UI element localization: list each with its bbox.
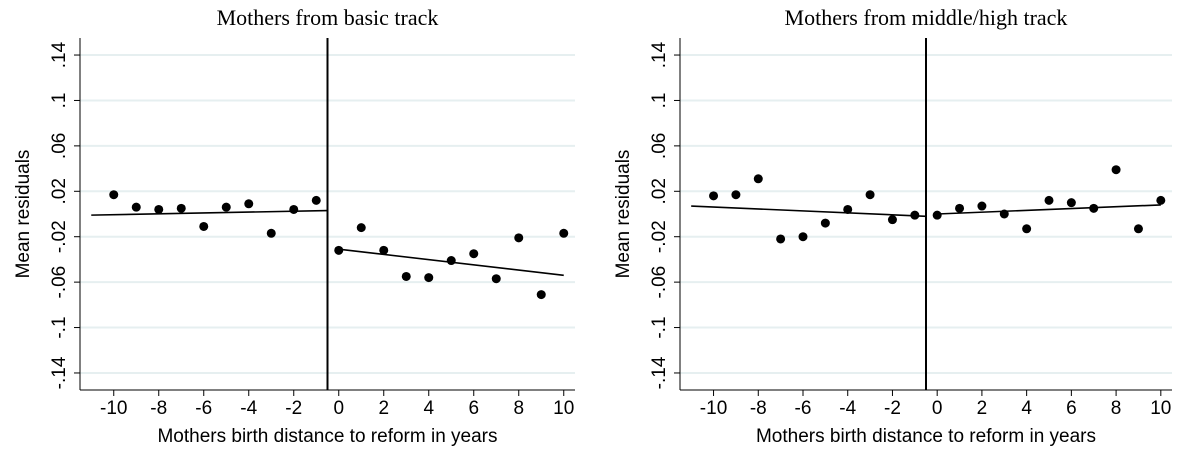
point	[131, 202, 141, 212]
point	[865, 190, 875, 200]
x-axis-label: Mothers birth distance to reform in year…	[157, 426, 497, 447]
x-tick-label: 6	[468, 398, 479, 419]
y-axis-label: Mean residuals	[13, 150, 34, 279]
point	[266, 228, 276, 238]
fit-line	[91, 209, 328, 216]
y-tick-label: -.06	[649, 266, 670, 299]
point	[731, 190, 741, 200]
point	[154, 204, 164, 214]
y-tick-label: -.14	[49, 356, 70, 389]
point	[199, 221, 209, 231]
x-tick-label: 2	[378, 398, 389, 419]
x-tick-label: 0	[932, 398, 943, 419]
chart-title: Mothers from middle/high track	[785, 5, 1068, 30]
y-tick-label: -.06	[49, 266, 70, 299]
x-tick-label: 4	[1021, 398, 1032, 419]
y-tick-label: -.02	[649, 220, 670, 253]
point	[221, 202, 231, 212]
point	[776, 234, 786, 244]
point	[356, 223, 366, 233]
point	[334, 245, 344, 255]
point	[514, 233, 524, 243]
x-tick-label: -4	[839, 398, 856, 419]
y-tick-label: .1	[49, 93, 70, 109]
point	[977, 201, 987, 211]
point	[289, 204, 299, 214]
x-axis-label: Mothers birth distance to reform in year…	[756, 426, 1096, 447]
point	[1022, 224, 1032, 234]
point	[843, 204, 853, 214]
x-tick-label: -6	[795, 398, 812, 419]
point	[999, 209, 1009, 219]
x-tick-label: 6	[1066, 398, 1077, 419]
y-tick-label: .02	[649, 178, 670, 204]
x-tick-label: 10	[1150, 398, 1171, 419]
point	[536, 290, 546, 300]
point	[109, 190, 119, 200]
point	[559, 228, 569, 238]
x-tick-label: -2	[285, 398, 302, 419]
y-tick-label: -.1	[49, 316, 70, 338]
y-tick-label: -.1	[649, 316, 670, 338]
x-tick-label: 2	[977, 398, 988, 419]
x-tick-label: 4	[423, 398, 434, 419]
point	[491, 274, 501, 284]
x-tick-label: -6	[195, 398, 212, 419]
point	[424, 273, 434, 283]
y-tick-label: .06	[49, 133, 70, 159]
y-tick-label: -.02	[49, 220, 70, 253]
x-tick-label: 10	[553, 398, 574, 419]
x-tick-label: 8	[1111, 398, 1122, 419]
y-tick-label: .1	[649, 93, 670, 109]
point	[955, 203, 965, 213]
point	[932, 210, 942, 220]
x-tick-label: -8	[750, 398, 767, 419]
point	[176, 203, 186, 213]
point	[1111, 165, 1121, 175]
point	[910, 210, 920, 220]
point	[401, 271, 411, 281]
point	[469, 249, 479, 259]
point	[820, 218, 830, 228]
fit-line	[691, 205, 927, 218]
x-tick-label: -2	[884, 398, 901, 419]
y-tick-label: .02	[49, 178, 70, 204]
point	[887, 215, 897, 225]
fit-line	[937, 204, 1161, 215]
chart-title: Mothers from basic track	[217, 5, 439, 30]
point	[446, 256, 456, 266]
point	[709, 191, 719, 201]
x-tick-label: -10	[700, 398, 727, 419]
y-axis-label: Mean residuals	[613, 150, 634, 279]
point	[1133, 224, 1143, 234]
x-tick-label: -4	[240, 398, 257, 419]
y-tick-label: .14	[649, 41, 670, 68]
y-tick-label: -.14	[649, 356, 670, 389]
x-tick-label: -8	[150, 398, 167, 419]
point	[1156, 195, 1166, 205]
point	[1089, 203, 1099, 213]
point	[798, 232, 808, 242]
point	[1044, 195, 1054, 205]
point	[753, 174, 763, 184]
x-tick-label: 0	[333, 398, 344, 419]
x-tick-label: -10	[100, 398, 127, 419]
point	[311, 195, 321, 205]
x-tick-label: 8	[513, 398, 524, 419]
point	[244, 199, 254, 209]
y-tick-label: .06	[649, 133, 670, 159]
point	[379, 245, 389, 255]
point	[1066, 198, 1076, 208]
y-tick-label: .14	[49, 41, 70, 68]
